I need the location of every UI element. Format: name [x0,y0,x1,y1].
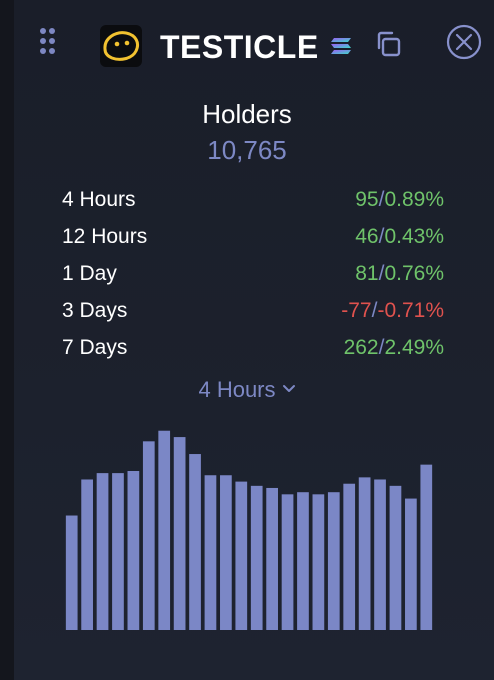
stat-percent: 0.43% [384,225,444,248]
chart-bar [297,492,309,630]
chart-bar [250,485,263,630]
token-logo-icon [100,25,142,67]
stat-change: 262 [343,336,379,359]
stat-row-1d: 1 Day 81/0.76% [62,257,444,294]
stat-value: 95/0.89% [355,183,444,217]
holders-title: Holders [202,99,292,129]
chevron-down-icon [282,385,295,392]
chart-bar [81,479,93,630]
stat-separator: / [378,336,385,359]
period-selected-label: 4 Hours [198,377,276,402]
solana-icon [331,38,351,54]
stat-percent: 0.76% [384,262,444,285]
chart-bar [158,430,171,630]
stat-label: 7 Days [62,336,128,359]
chart-bar [127,471,140,630]
stat-value: 262/2.49% [344,331,444,365]
stat-row-7d: 7 Days 262/2.49% [62,331,444,368]
chart-bar [189,454,201,630]
chart-bar [173,437,186,630]
chart-bar [343,483,356,630]
chart-bar [65,515,78,630]
stat-row-4h: 4 Hours 95/0.89% [62,183,444,220]
chart-bar [374,479,386,630]
stat-percent: 2.49% [384,336,444,359]
chart-bar [281,494,294,630]
stat-value: 46/0.43% [355,220,444,254]
stat-value: -77/-0.71% [341,294,444,328]
chart-bar [96,473,109,630]
chart-bar [358,477,371,630]
chart-bar [204,475,217,630]
chart-bar [220,475,232,630]
stat-label: 3 Days [62,299,128,322]
stat-row-3d: 3 Days -77/-0.71% [62,294,444,331]
stat-value: 81/0.76% [355,257,444,291]
stat-change: 46 [355,225,379,248]
stat-change: 95 [355,188,379,211]
stat-separator: / [378,188,385,211]
period-dropdown[interactable]: 4 Hours [0,375,494,405]
chart-bar [312,494,325,630]
drag-handle-icon[interactable] [40,28,56,54]
stat-label: 1 Day [62,262,117,285]
stat-change: 81 [355,262,379,285]
copy-icon[interactable] [374,30,402,58]
close-icon[interactable] [446,24,482,60]
holders-bar-chart [65,430,433,630]
chart-bar [266,487,278,630]
chart-bar [420,464,433,630]
holder-stats: 4 Hours 95/0.89% 12 Hours 46/0.43% 1 Day… [62,183,444,368]
stat-label: 4 Hours [62,188,136,211]
chart-bar [235,481,248,630]
stat-separator: / [378,262,385,285]
stat-separator: / [378,225,385,248]
stat-row-12h: 12 Hours 46/0.43% [62,220,444,257]
token-name: TESTICLE [160,29,319,65]
stat-label: 12 Hours [62,225,148,248]
chart-bar [327,492,340,630]
chart-bar [389,485,402,630]
stat-separator: / [371,299,378,322]
holders-count: 10,765 [207,135,287,165]
stat-percent: -0.71% [377,299,444,322]
chart-bar [405,498,417,630]
header: TESTICLE [0,0,494,92]
stat-percent: 0.89% [384,188,444,211]
stat-change: -77 [341,299,372,322]
chart-bar [142,441,155,630]
chart-bar [112,473,124,630]
